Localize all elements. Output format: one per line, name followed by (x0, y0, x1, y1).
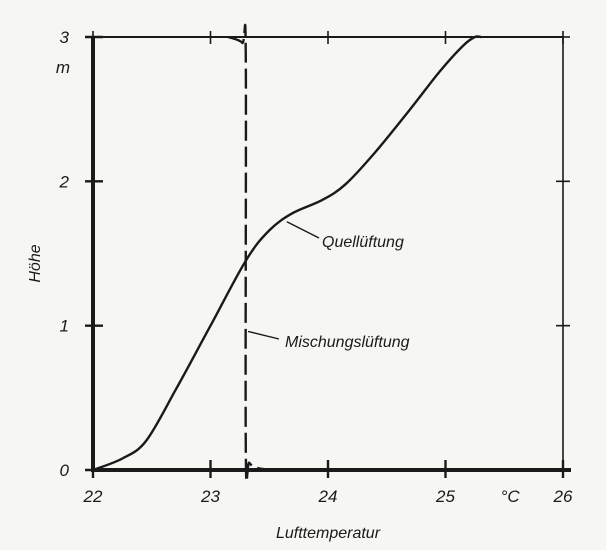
annotation-mischungslueftung: Mischungslüftung (285, 334, 410, 351)
y-tick-label: 0 (60, 461, 70, 480)
x-tick-label: 26 (553, 487, 573, 506)
y-unit-label: m (56, 58, 70, 77)
x-tick-label: 23 (200, 487, 220, 506)
annotation-leader-line (286, 221, 320, 239)
x-tick-label: 24 (318, 487, 338, 506)
x-tick-label: 25 (435, 487, 455, 506)
x-tick-label: 22 (83, 487, 103, 506)
series-line-mischungslueftung (227, 23, 282, 483)
series-line-quelllueftung (91, 35, 482, 472)
axis-ticks (85, 31, 570, 478)
annotation-quelllueftung: Quellüftung (322, 234, 404, 251)
series-layer (91, 23, 482, 483)
labels-layer: 22 23 24 25 260123m°CLufttemperaturHöheQuell… (27, 28, 573, 542)
x-unit-label: °C (501, 487, 521, 506)
annotation-leader-line (247, 330, 280, 340)
x-axis-title: Lufttemperatur (276, 525, 381, 542)
y-tick-label: 3 (60, 28, 70, 47)
plot-frame (91, 36, 571, 472)
y-axis-title: Höhe (27, 244, 44, 282)
y-tick-label: 1 (60, 317, 69, 336)
y-tick-label: 2 (59, 172, 70, 191)
